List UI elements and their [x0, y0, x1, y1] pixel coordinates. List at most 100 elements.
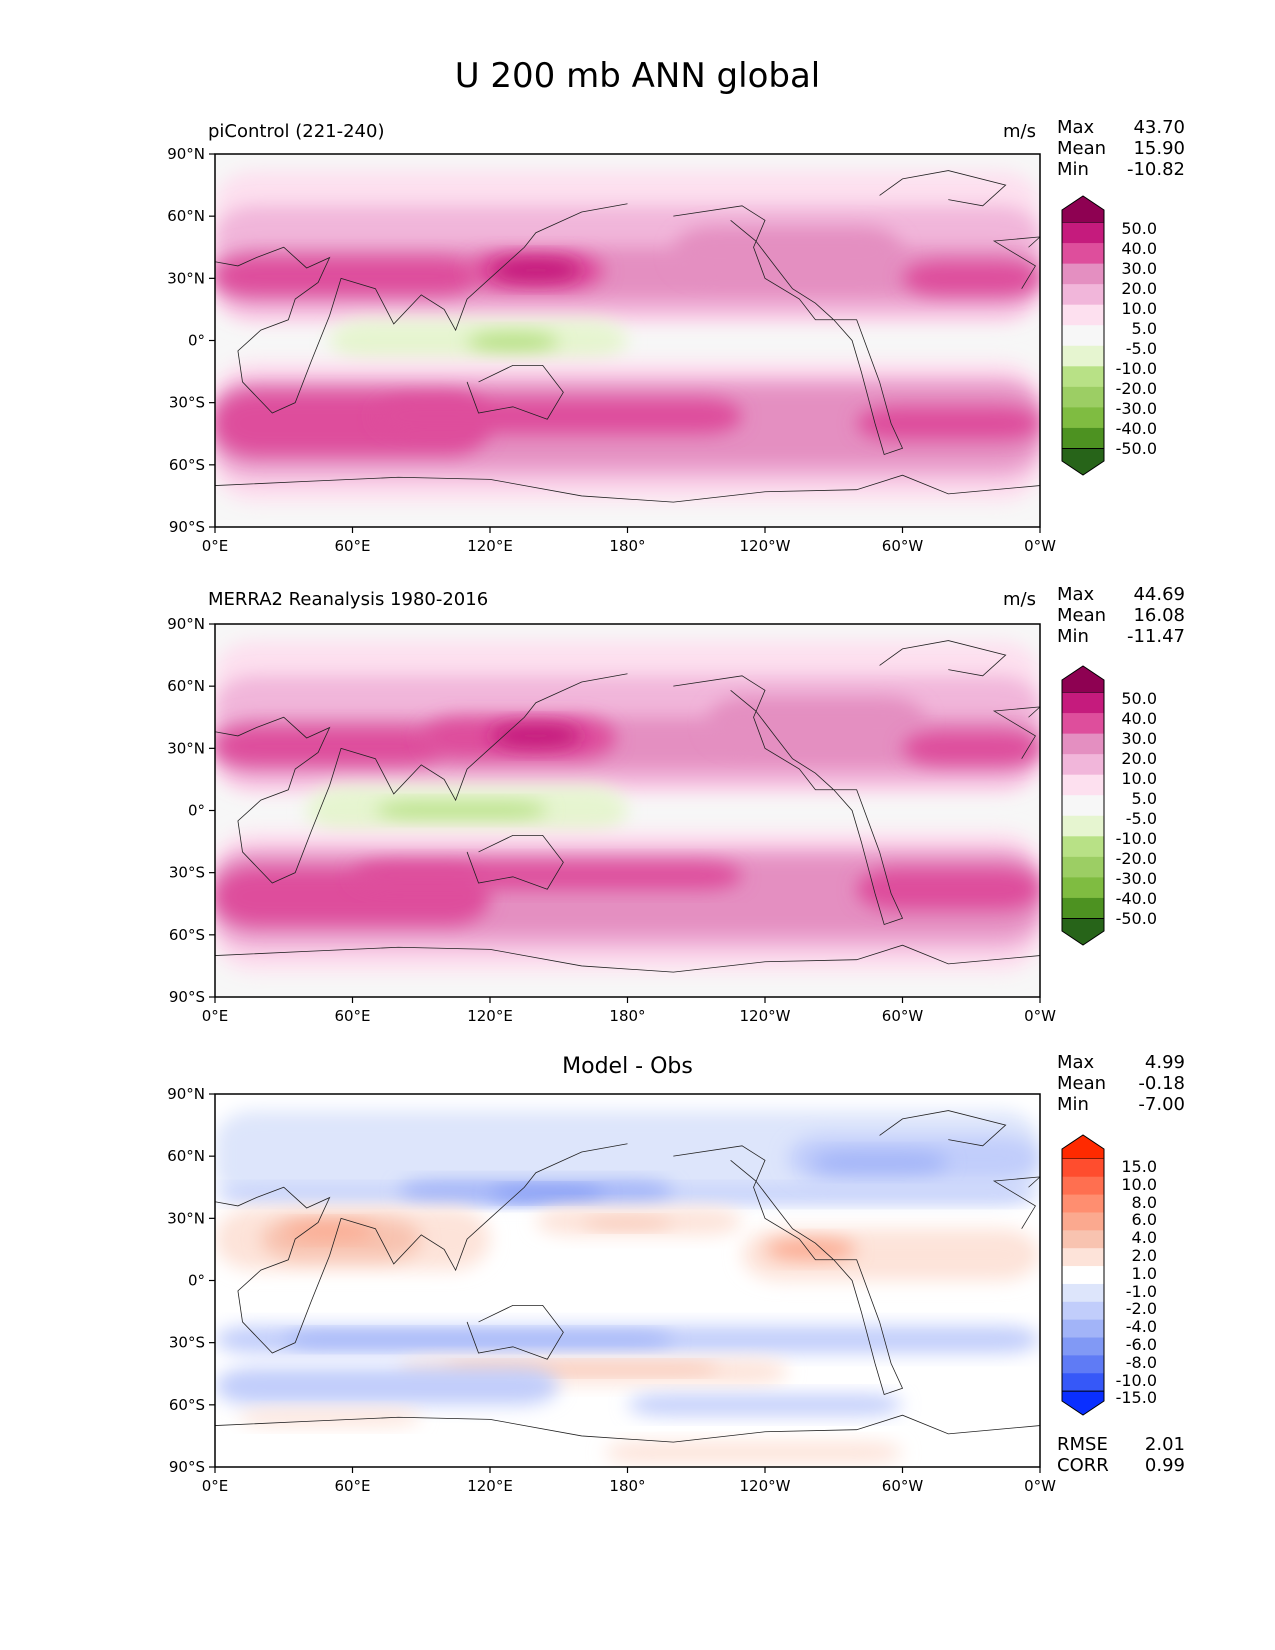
y-tick-label: 90°S — [169, 1458, 205, 1476]
coastline — [673, 1145, 904, 1395]
contour-band — [490, 1187, 605, 1200]
y-tick-label: 60°S — [169, 456, 205, 474]
coastline — [215, 1414, 1040, 1443]
colorbar-tick-label: 5.0 — [1131, 789, 1157, 808]
metric-value: 0.99 — [1144, 1455, 1185, 1476]
contour-band — [856, 406, 1040, 440]
colorbar-segment — [1061, 447, 1105, 476]
colorbar-segment — [1062, 713, 1104, 735]
contour-band — [856, 868, 1040, 910]
x-tick-label: 0°E — [202, 537, 229, 555]
contour-band — [352, 862, 743, 890]
contour-band — [581, 1218, 674, 1229]
contour-band — [902, 261, 1040, 295]
colorbar-segment — [1061, 1390, 1105, 1416]
y-tick-label: 30°N — [167, 739, 205, 757]
x-tick-label: 0°W — [1024, 1007, 1056, 1025]
panel3-label: Model - Obs — [562, 1054, 693, 1079]
x-tick-label: 180° — [609, 1007, 645, 1025]
stat-name: Mean — [1057, 1073, 1107, 1094]
colorbar-tick-label: 6.0 — [1131, 1210, 1157, 1230]
colorbar-segment — [1062, 754, 1104, 776]
colorbar-segment — [1062, 1319, 1104, 1339]
x-tick-label: 0°E — [202, 1477, 229, 1495]
contour-band — [237, 1408, 422, 1426]
x-tick-label: 60°E — [334, 537, 370, 555]
contour-band — [673, 226, 903, 279]
colorbar-tick-label: 2.0 — [1131, 1245, 1157, 1265]
colorbar-segment — [1062, 815, 1104, 837]
colorbar-tick-label: -30.0 — [1115, 869, 1157, 888]
contour-band — [215, 257, 479, 295]
colorbar-segment — [1062, 1158, 1104, 1178]
colorbar-tick-label: 8.0 — [1131, 1192, 1157, 1212]
x-tick-label: 0°W — [1024, 1477, 1056, 1495]
colorbar-segment — [1062, 1373, 1104, 1392]
x-tick-label: 180° — [609, 537, 645, 555]
colorbar-tick-label: -40.0 — [1115, 419, 1157, 438]
stat-value: -7.00 — [1138, 1094, 1185, 1115]
colorbar-tick-label: 10.0 — [1121, 1174, 1157, 1194]
colorbar-segment — [1062, 304, 1104, 326]
colorbar-segment — [1062, 795, 1104, 817]
colorbar3 — [1061, 1134, 1105, 1416]
panel2-stats: Max 44.69 Mean 16.08 Min -11.47 — [1057, 584, 1185, 647]
panel1-label: piControl (221-240) — [208, 121, 385, 142]
metric-value: 2.01 — [1144, 1434, 1185, 1455]
coastline — [879, 1110, 1007, 1147]
contour-band — [283, 1222, 376, 1240]
colorbar-tick-label: -4.0 — [1125, 1317, 1157, 1337]
stat-value: 43.70 — [1133, 117, 1185, 138]
colorbar-tick-label: -1.0 — [1125, 1281, 1157, 1301]
contour-band — [490, 723, 582, 749]
x-tick-label: 60°E — [334, 1477, 370, 1495]
colorbar-segment — [1062, 1230, 1104, 1249]
colorbar-tick-label: 30.0 — [1121, 729, 1157, 748]
colorbar-tick-label: 50.0 — [1121, 689, 1157, 708]
y-tick-label: 0° — [188, 1272, 205, 1290]
colorbar-segment — [1061, 1134, 1105, 1160]
colorbar-segment — [1062, 263, 1104, 285]
contour-band — [467, 332, 559, 353]
stat-value: -11.47 — [1126, 626, 1185, 647]
colorbar-tick-label: -40.0 — [1115, 889, 1157, 908]
colorbar2 — [1061, 665, 1105, 946]
stat-value: 15.90 — [1133, 138, 1185, 159]
colorbar-tick-label: 30.0 — [1121, 259, 1157, 278]
colorbar-tick-label: 40.0 — [1121, 709, 1157, 728]
colorbar3-labels: 15.0 10.0 8.0 6.0 4.0 2.0 1.0 -1.0 -2.0 -4.0 -6.0-… — [1095, 1158, 1157, 1407]
panel2-units: m/s — [1003, 589, 1036, 610]
coastline — [215, 203, 628, 414]
stat-name: Max — [1057, 117, 1095, 138]
x-tick-label: 120°E — [467, 537, 513, 555]
y-tick-label: 30°S — [169, 864, 205, 882]
colorbar-segment — [1062, 774, 1104, 796]
y-tick-label: 30°S — [169, 394, 205, 412]
colorbar-tick-label: 50.0 — [1121, 219, 1157, 238]
coastline — [879, 640, 1007, 677]
colorbar-tick-label: -50.0 — [1115, 439, 1157, 458]
contour-band — [707, 696, 926, 749]
colorbar-segment — [1062, 1355, 1104, 1374]
colorbar-tick-label: -15.0 — [1115, 1388, 1157, 1408]
colorbar-tick-label: 5.0 — [1131, 319, 1157, 338]
panel2-map — [215, 624, 1040, 996]
stat-name: Mean — [1057, 138, 1107, 159]
panel2-label: MERRA2 Reanalysis 1980-2016 — [208, 589, 489, 610]
colorbar-tick-label: 15.0 — [1121, 1157, 1157, 1176]
coastline — [466, 364, 564, 420]
colorbar-segment — [1062, 366, 1104, 388]
colorbar-tick-label: 4.0 — [1131, 1228, 1157, 1248]
colorbar-segment — [1062, 1301, 1104, 1321]
colorbar-tick-label: -6.0 — [1125, 1334, 1157, 1354]
x-tick-label: 120°W — [740, 1007, 791, 1025]
panel1-stats: Max 43.70 Mean 15.90 Min -10.82 — [1057, 117, 1185, 180]
colorbar-segment — [1062, 692, 1104, 714]
colorbar-tick-label: 20.0 — [1121, 279, 1157, 298]
stat-name: Mean — [1057, 605, 1107, 626]
panel3-map — [215, 1094, 1040, 1467]
colorbar-segment — [1062, 1337, 1104, 1356]
coastline — [992, 1176, 1040, 1229]
colorbar-segment — [1062, 325, 1104, 347]
